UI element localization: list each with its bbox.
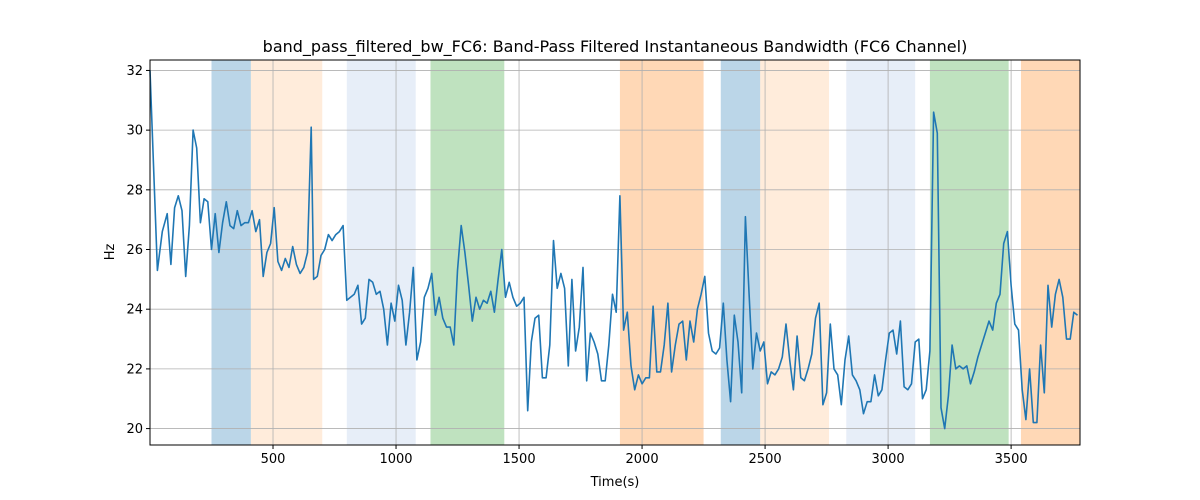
highlight-band-8 bbox=[929, 60, 1009, 445]
y-tick-label-24: 24 bbox=[126, 303, 143, 318]
series-line-0 bbox=[149, 70, 1079, 430]
highlight-band-4 bbox=[619, 60, 704, 445]
series-line-layer bbox=[149, 70, 1079, 430]
y-tick-label-32: 32 bbox=[126, 64, 143, 79]
highlight-band-1 bbox=[250, 60, 323, 445]
x-tick-label-3500: 3500 bbox=[995, 452, 1028, 467]
x-tick-label-2000: 2000 bbox=[626, 452, 659, 467]
x-axis-label: Time(s) bbox=[590, 475, 640, 490]
y-tick-label-20: 20 bbox=[126, 422, 143, 437]
y-axis-label: Hz bbox=[103, 244, 118, 261]
y-tick-label-30: 30 bbox=[126, 124, 143, 139]
highlight-bands bbox=[211, 60, 1080, 445]
y-tick-label-22: 22 bbox=[126, 362, 143, 377]
x-tick-label-3000: 3000 bbox=[872, 452, 905, 467]
highlight-band-9 bbox=[1020, 60, 1080, 445]
highlight-band-6 bbox=[760, 60, 830, 445]
highlight-band-2 bbox=[346, 60, 416, 445]
x-tick-label-1000: 1000 bbox=[379, 452, 412, 467]
x-tick-label-1500: 1500 bbox=[503, 452, 536, 467]
highlight-band-0 bbox=[211, 60, 251, 445]
chart-title: band_pass_filtered_bw_FC6: Band-Pass Fil… bbox=[263, 37, 968, 57]
y-tick-label-26: 26 bbox=[126, 243, 143, 258]
axis-ticks: 500 1000 1500 2000 2500 3000 3500 20 22 24 26 28 30 3… bbox=[126, 64, 1027, 467]
plot-frame bbox=[149, 59, 1081, 446]
highlight-band-3 bbox=[430, 60, 505, 445]
x-tick-label-2500: 2500 bbox=[749, 452, 782, 467]
y-tick-label-28: 28 bbox=[126, 183, 143, 198]
highlight-band-5 bbox=[720, 60, 761, 445]
x-tick-label-500: 500 bbox=[261, 452, 286, 467]
